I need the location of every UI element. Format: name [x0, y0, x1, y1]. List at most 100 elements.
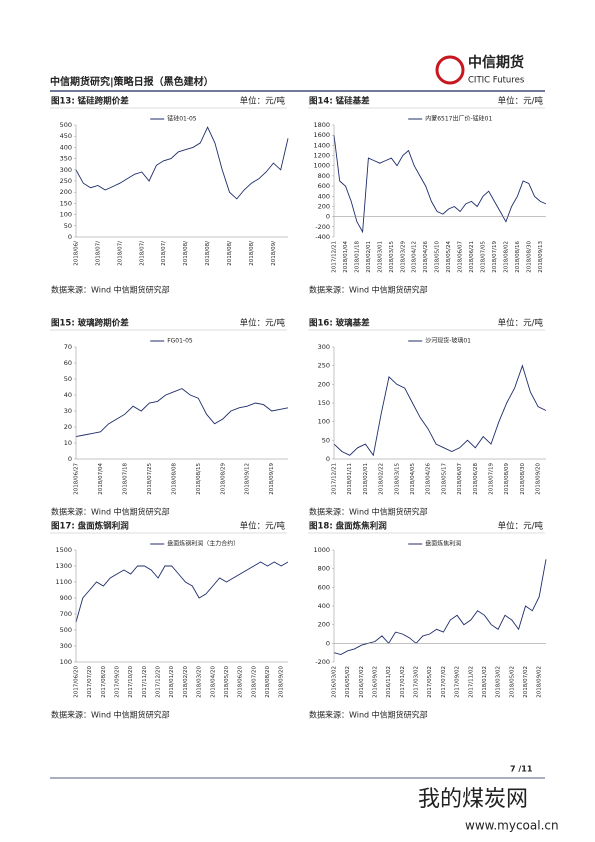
y-tick-label: 40 — [64, 391, 72, 399]
y-tick-label: 60 — [64, 359, 72, 367]
figure-unit: 单位：元/吨 — [240, 96, 286, 107]
x-tick-label: 2018/08/ — [249, 241, 255, 266]
legend-label: FG01-05 — [167, 338, 193, 345]
y-tick-label: 70 — [64, 343, 72, 351]
y-tick-label: 400 — [318, 602, 330, 610]
x-tick-label: 2017/10/20 — [128, 666, 134, 698]
logo-en: CITIC Futures — [468, 76, 525, 86]
x-tick-label: 2018/06/07 — [457, 463, 463, 495]
x-tick-label: 2018/06/ — [74, 241, 80, 266]
x-tick-label: 2018/03/15 — [394, 463, 400, 495]
series-line — [75, 561, 289, 623]
x-tick-label: 2017/12/21 — [332, 463, 338, 495]
x-tick-label: 2018/08/30 — [520, 463, 526, 495]
y-tick-label: 30 — [64, 407, 72, 415]
figure-source: 数据来源：Wind 中信期货研究部 — [309, 285, 428, 295]
y-tick-label: -200 — [315, 658, 330, 666]
x-tick-label: 2018/08/02 — [503, 241, 509, 273]
x-tick-label: 2018/08/30 — [526, 241, 532, 273]
x-tick-label: 2018/04/12 — [412, 241, 418, 273]
series-line — [75, 126, 289, 200]
y-tick-label: 1100 — [55, 578, 72, 586]
y-tick-label: 300 — [60, 642, 72, 650]
x-tick-label: 2018/03/15 — [389, 241, 395, 273]
x-tick-label: 2017/11/02 — [468, 666, 474, 698]
x-tick-label: 2018/09/19 — [269, 463, 275, 495]
x-tick-label: 2018/05/17 — [441, 463, 447, 495]
figure-source: 数据来源：Wind 中信期货研究部 — [51, 507, 170, 517]
series-line — [75, 388, 289, 438]
y-tick-label: 300 — [318, 343, 330, 351]
x-tick-label: 2017/12/20 — [156, 666, 162, 698]
x-tick-label: 2018/01/02 — [482, 666, 488, 698]
y-tick-label: 1200 — [313, 152, 330, 160]
x-tick-label: 2018/08/15 — [196, 463, 202, 495]
x-tick-label: 2018/02/01 — [363, 463, 369, 495]
y-tick-label: -400 — [315, 233, 330, 241]
y-tick-label: 0 — [326, 213, 330, 221]
legend-label: 内蒙6517出厂价-锰硅01 — [425, 115, 492, 123]
y-tick-label: 10 — [64, 439, 72, 447]
page-number: 7 /11 — [510, 765, 533, 774]
figure-source: 数据来源：Wind 中信期货研究部 — [309, 710, 428, 720]
x-tick-label: 2017/09/02 — [455, 666, 461, 698]
x-tick-label: 2018/08/09 — [504, 463, 510, 495]
y-tick-label: 350 — [60, 155, 72, 163]
y-tick-label: 400 — [318, 192, 330, 200]
legend-label: 锰硅01-05 — [167, 115, 197, 123]
figure-caption: 图13: 锰硅跨期价差 — [51, 96, 129, 107]
x-tick-label: 2017/07/20 — [87, 666, 93, 698]
y-tick-label: 400 — [60, 143, 72, 151]
y-tick-label: 450 — [60, 132, 72, 140]
x-tick-label: 2018/07/05 — [480, 241, 486, 273]
legend-label: 沙河现货-玻璃01 — [425, 337, 471, 345]
y-tick-label: 200 — [60, 188, 72, 196]
x-tick-label: 2018/07/19 — [492, 241, 498, 273]
x-tick-label: 2018/07/02 — [523, 666, 529, 698]
series-line — [333, 135, 547, 234]
x-tick-label: 2016/11/02 — [386, 666, 392, 698]
x-tick-label: 2018/06/07 — [458, 241, 464, 273]
x-tick-label: 2018/03/20 — [197, 666, 203, 698]
x-tick-label: 2018/01/18 — [354, 241, 360, 273]
y-tick-label: 0 — [68, 233, 72, 241]
y-tick-label: 200 — [318, 621, 330, 629]
x-tick-label: 2018/09/20 — [536, 463, 542, 495]
x-tick-label: 2018/04/26 — [423, 241, 429, 273]
y-tick-label: 100 — [60, 211, 72, 219]
figure-caption: 图16: 玻璃基差 — [309, 318, 370, 329]
x-tick-label: 2018/09/20 — [279, 666, 285, 698]
y-tick-label: 1600 — [313, 131, 330, 139]
x-tick-label: 2018/07/19 — [489, 463, 495, 495]
figure-unit: 单位：元/吨 — [240, 521, 286, 532]
figure-caption: 图15: 玻璃跨期价差 — [51, 318, 129, 329]
x-tick-label: 2017/03/02 — [414, 666, 420, 698]
figure-caption: 图18: 盘面炼焦利润 — [309, 521, 387, 532]
x-tick-label: 2018/08/ — [183, 241, 189, 266]
x-tick-label: 2018/05/10 — [435, 241, 441, 273]
x-tick-label: 2018/06/21 — [469, 241, 475, 273]
y-tick-label: 1800 — [313, 121, 330, 129]
x-tick-label: 2018/01/04 — [343, 241, 349, 273]
y-tick-label: 200 — [318, 380, 330, 388]
y-tick-label: 600 — [318, 182, 330, 190]
x-tick-label: 2018/09/02 — [537, 666, 543, 698]
x-tick-label: 2018/09/ — [271, 241, 277, 266]
figure-caption: 图14: 锰硅基差 — [309, 96, 370, 107]
x-tick-label: 2017/09/20 — [115, 666, 121, 698]
x-tick-label: 2018/06/27 — [74, 463, 80, 495]
x-tick-label: 2018/01/20 — [169, 666, 175, 698]
y-tick-label: 600 — [318, 583, 330, 591]
y-tick-label: 0 — [326, 455, 330, 463]
x-tick-label: 2018/01/11 — [347, 463, 353, 495]
logo-icon — [435, 55, 465, 85]
y-tick-label: 150 — [318, 399, 330, 407]
y-tick-label: 20 — [64, 423, 72, 431]
figure-caption: 图17: 盘面炼钢利润 — [51, 521, 129, 532]
x-tick-label: 2016/07/02 — [359, 666, 365, 698]
series-line — [333, 364, 547, 457]
x-tick-label: 2018/07/04 — [98, 463, 104, 495]
x-tick-label: 2018/07/ — [117, 241, 123, 266]
x-tick-label: 2018/04/20 — [210, 666, 216, 698]
